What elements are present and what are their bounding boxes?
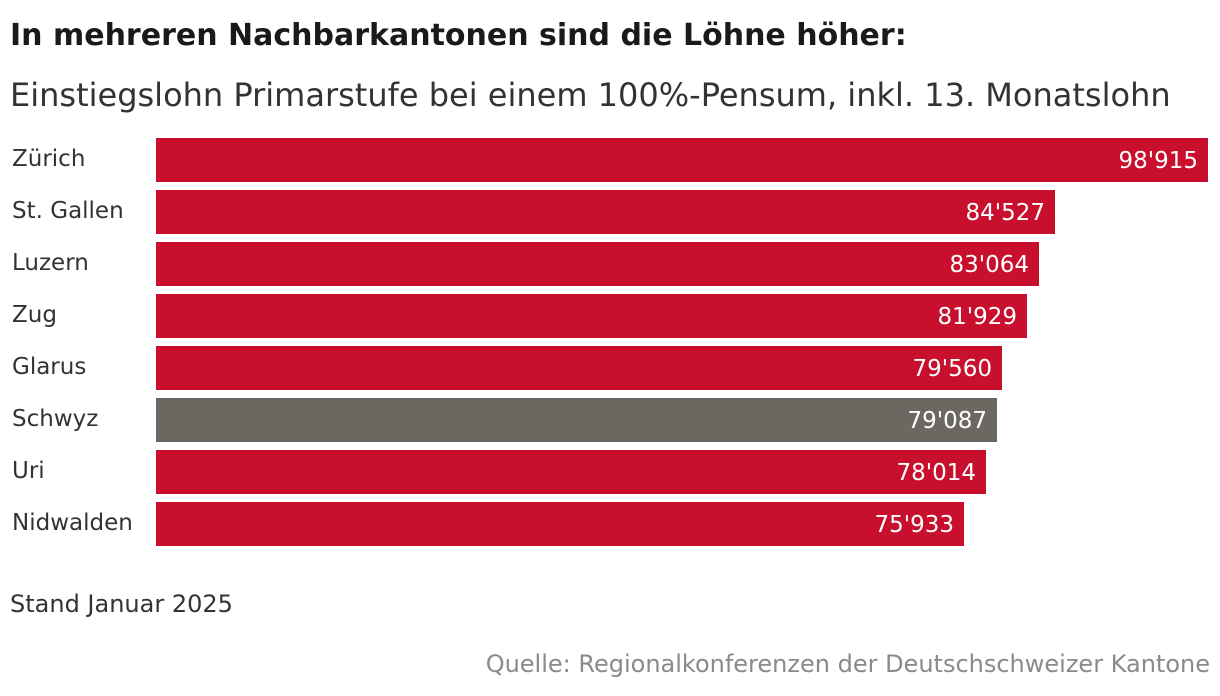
bar-glarus (156, 346, 1002, 390)
value-label-schwyz: 79'087 (908, 408, 988, 434)
bar-nidwalden (156, 502, 964, 546)
bar-schwyz (156, 398, 997, 442)
chart-subtitle: Einstiegslohn Primarstufe bei einem 100%… (10, 76, 1171, 114)
chart-title: In mehreren Nachbarkantonen sind die Löh… (10, 18, 907, 53)
category-label-schwyz: Schwyz (12, 406, 98, 432)
category-label-uri: Uri (12, 458, 45, 484)
bar-uri (156, 450, 986, 494)
category-label-nidwalden: Nidwalden (12, 510, 133, 536)
chart-source: Quelle: Regionalkonferenzen der Deutschs… (485, 650, 1210, 678)
value-label-uri: 78'014 (897, 460, 977, 486)
category-label-glarus: Glarus (12, 354, 86, 380)
value-label-glarus: 79'560 (913, 356, 993, 382)
category-label-zug: Zug (12, 302, 57, 328)
category-label-luzern: Luzern (12, 250, 89, 276)
value-label-zug: 81'929 (938, 304, 1018, 330)
bar-chart: Zürich 98'915 St. Gallen 84'527 Luzern 83'064… (12, 138, 1208, 546)
bar-st-gallen (156, 190, 1055, 234)
value-label-nidwalden: 75'933 (875, 512, 955, 538)
category-label-zürich: Zürich (12, 146, 85, 172)
category-label-st-gallen: St. Gallen (12, 198, 124, 224)
bar-zürich (156, 138, 1208, 182)
bar-luzern (156, 242, 1039, 286)
value-label-zürich: 98'915 (1119, 148, 1199, 174)
value-label-st-gallen: 84'527 (966, 200, 1046, 226)
chart-note: Stand Januar 2025 (10, 590, 233, 618)
value-label-luzern: 83'064 (950, 252, 1030, 278)
bar-zug (156, 294, 1027, 338)
